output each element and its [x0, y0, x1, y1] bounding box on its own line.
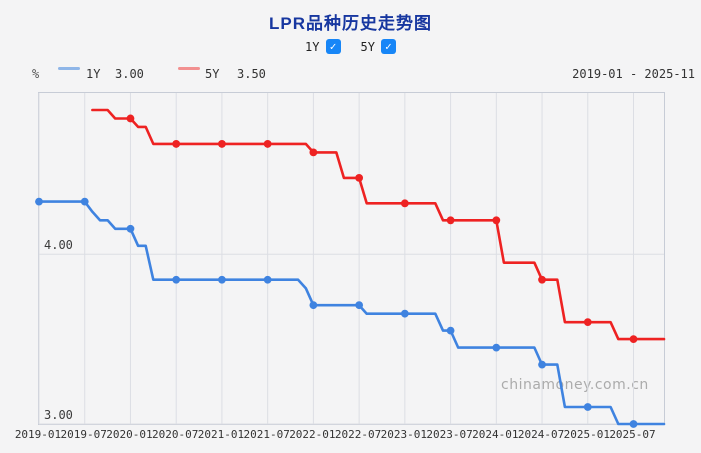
marker-5y [446, 216, 455, 225]
x-axis-label: 2022-01 [289, 428, 336, 441]
marker-1y [355, 301, 364, 310]
marker-1y [400, 309, 409, 318]
check-icon: ✓ [329, 40, 337, 53]
toggle-label-5y[interactable]: 5Y [360, 39, 375, 54]
marker-1y [492, 343, 501, 352]
y-axis-label: 3.00 [44, 408, 73, 422]
watermark: chinamoney.com.cn [501, 377, 649, 393]
plot-svg [35, 93, 666, 428]
x-axis-label: 2020-07 [152, 428, 199, 441]
series-toggle-bar: 1Y ✓ 5Y ✓ [0, 38, 701, 55]
x-axis-label: 2024-07 [517, 428, 565, 441]
marker-1y [126, 224, 135, 233]
x-axis-label: 2023-07 [426, 428, 473, 441]
line-5y [91, 108, 666, 341]
page-title: LPR品种历史走势图 [269, 14, 432, 33]
x-axis-label: 2019-01 [14, 428, 62, 441]
marker-1y [309, 301, 318, 310]
y-axis-label: 4.00 [44, 238, 73, 253]
marker-1y [263, 275, 272, 284]
chart-header: % 1Y 3.00 5Y 3.50 2019-01 - 2025-11 [0, 67, 701, 85]
checkbox-1y[interactable]: ✓ [325, 39, 341, 54]
marker-1y [80, 197, 89, 206]
legend-value-5y: 3.50 [237, 67, 266, 81]
marker-5y [218, 140, 226, 148]
x-axis-label: 2021-01 [197, 428, 245, 441]
checkbox-5y[interactable]: ✓ [380, 39, 396, 54]
line-1y [37, 200, 666, 426]
legend-swatch-5y [178, 67, 200, 70]
marker-5y [583, 318, 592, 327]
x-axis-label: 2025-07 [609, 428, 656, 441]
x-axis-label: 2019-07 [60, 428, 107, 441]
legend-value-1y: 3.00 [115, 67, 144, 81]
x-axis: 2019-01 2019-07 2020-01 2020-07 2021-01 2021-… [15, 428, 663, 444]
x-axis-label: 2021-07 [243, 428, 290, 441]
legend-label-5y: 5Y [205, 67, 220, 81]
date-range: 2019-01 - 2025-11 [572, 67, 695, 81]
legend-label-1y: 1Y [86, 67, 101, 81]
y-axis-unit: % [32, 67, 40, 81]
marker-1y [538, 360, 546, 369]
x-axis-label: 2022-07 [334, 428, 382, 441]
legend-swatch-1y [58, 67, 80, 70]
marker-5y [355, 173, 364, 182]
x-axis-label: 2020-01 [106, 428, 153, 441]
marker-1y [218, 275, 226, 284]
toggle-label-1y[interactable]: 1Y [305, 39, 320, 54]
marker-5y [263, 140, 272, 148]
plot-area: chinamoney.com.cn 4.00 3.00 [35, 92, 666, 428]
marker-1y [629, 420, 638, 428]
marker-5y [629, 335, 638, 344]
marker-5y [538, 275, 546, 284]
marker-1y [446, 326, 455, 335]
x-axis-label: 2023-01 [380, 428, 428, 441]
x-axis-label: 2024-01 [472, 428, 519, 441]
marker-5y [400, 199, 409, 208]
marker-1y [172, 275, 181, 284]
marker-5y [492, 216, 501, 225]
x-axis-label: 2025-01 [563, 428, 610, 441]
marker-5y [172, 140, 181, 148]
marker-5y [309, 148, 318, 157]
marker-1y [583, 403, 592, 411]
marker-5y [126, 114, 135, 123]
marker-1y [35, 197, 43, 206]
check-icon: ✓ [385, 40, 392, 53]
